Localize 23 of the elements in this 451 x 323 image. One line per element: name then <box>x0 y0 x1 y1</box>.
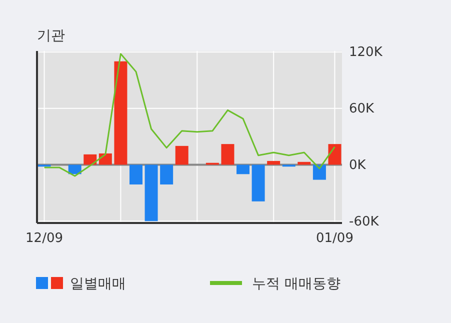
bar <box>160 164 174 184</box>
line-series <box>44 53 336 177</box>
y-tick-label: -60K <box>349 214 380 230</box>
x-tick-label: 01/09 <box>316 231 354 246</box>
bar <box>129 164 142 184</box>
bar <box>328 144 342 165</box>
bar <box>312 164 326 180</box>
chart-title: 기관 <box>37 28 65 44</box>
bar <box>68 164 82 174</box>
bar <box>84 154 97 165</box>
legend-label: 누적 매매동향 <box>252 276 340 292</box>
y-tick-label: 0K <box>349 158 366 173</box>
y-tick-label: 60K <box>349 101 375 116</box>
bar <box>236 164 250 174</box>
bar <box>114 61 128 165</box>
bar <box>144 164 158 222</box>
bar <box>175 146 188 165</box>
y-tick-label: 120K <box>349 45 383 60</box>
legend-label: 일별매매 <box>70 276 126 292</box>
bar <box>221 144 234 165</box>
bar <box>252 164 265 202</box>
x-tick-label: 12/09 <box>26 231 63 246</box>
bar <box>267 160 280 165</box>
